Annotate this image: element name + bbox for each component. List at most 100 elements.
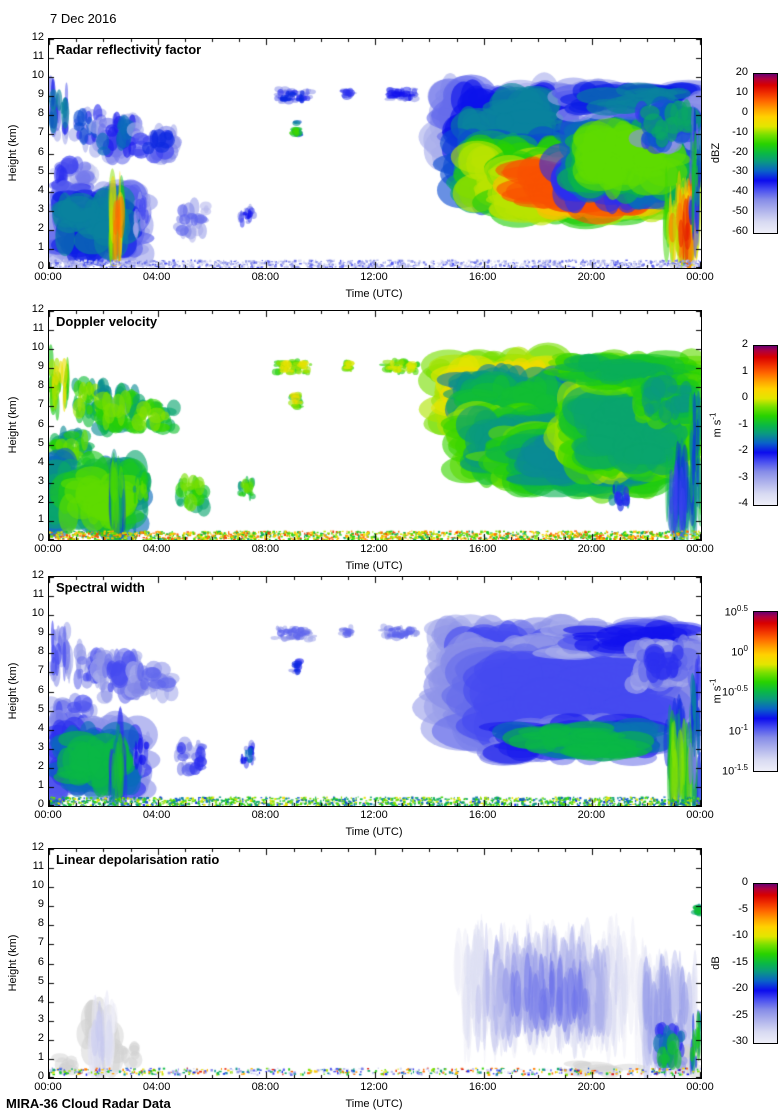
y-axis-title: Height (km) bbox=[7, 396, 19, 453]
x-axis-title: Time (UTC) bbox=[345, 560, 403, 572]
page-title: 7 Dec 2016 bbox=[50, 11, 117, 26]
y-tick-label: 2 bbox=[37, 1031, 44, 1044]
y-tick-label: 2 bbox=[37, 493, 44, 506]
x-tick-label: 12:00 bbox=[360, 1081, 388, 1093]
x-tick-label: 00:00 bbox=[686, 543, 714, 555]
x-tick-label: 08:00 bbox=[251, 271, 280, 283]
y-tick-label: 6 bbox=[37, 145, 44, 158]
colorbar-tick-label: 10-0.5 bbox=[721, 683, 748, 699]
y-tick-label: 12 bbox=[31, 569, 44, 581]
colorbar-tick-label: -50 bbox=[732, 205, 748, 218]
y-tick-label: 10 bbox=[31, 341, 44, 354]
y-tick-label: 12 bbox=[31, 841, 44, 853]
colorbar-tick-label: -4 bbox=[738, 497, 748, 509]
x-tick-label: 00:00 bbox=[686, 271, 714, 283]
colorbar-tick-label: 0 bbox=[741, 391, 748, 403]
x-tick-label: 04:00 bbox=[142, 1081, 171, 1093]
y-tick-label: 7 bbox=[37, 398, 44, 411]
x-tick-label: 04:00 bbox=[142, 543, 171, 555]
y-axis-title: Height (km) bbox=[7, 124, 19, 181]
x-tick-label: 00:00 bbox=[34, 271, 62, 283]
colorbar-radar-reflectivity-factor bbox=[753, 73, 778, 234]
x-tick-label: 08:00 bbox=[251, 1081, 280, 1093]
x-axis-title: Time (UTC) bbox=[345, 288, 403, 300]
y-tick-label: 1 bbox=[37, 240, 44, 253]
colorbar-tick-label: 10-1 bbox=[728, 723, 748, 738]
y-tick-label: 7 bbox=[37, 126, 44, 139]
y-tick-label: 12 bbox=[31, 31, 44, 43]
panel-title: Radar reflectivity factor bbox=[56, 42, 202, 57]
colorbar-tick-label: 0 bbox=[741, 876, 748, 888]
colorbar-tick-label: -15 bbox=[732, 955, 748, 968]
colorbar-tick-label: -60 bbox=[732, 225, 748, 237]
y-tick-label: 10 bbox=[31, 879, 44, 892]
y-tick-label: 9 bbox=[37, 88, 44, 101]
colorbar-unit-label: dBZ bbox=[710, 142, 722, 163]
colorbar-doppler-velocity bbox=[753, 345, 778, 506]
x-tick-label: 00:00 bbox=[34, 543, 62, 555]
x-tick-label: 00:00 bbox=[34, 809, 62, 821]
panel-title: Linear depolarisation ratio bbox=[56, 852, 220, 867]
y-tick-label: 5 bbox=[37, 974, 44, 987]
x-tick-label: 16:00 bbox=[468, 1081, 497, 1093]
x-axis-title: Time (UTC) bbox=[345, 1098, 403, 1110]
x-tick-label: 20:00 bbox=[577, 543, 606, 555]
y-tick-label: 10 bbox=[31, 69, 44, 82]
colorbar-unit-label: dB bbox=[710, 955, 722, 970]
colorbar-tick-label: -1 bbox=[738, 417, 748, 430]
colorbar-tick-label: 10-1.5 bbox=[721, 763, 748, 778]
colorbar-tick-label: -25 bbox=[732, 1008, 748, 1021]
y-tick-label: 8 bbox=[37, 379, 44, 392]
colorbar-tick-label: -20 bbox=[732, 982, 748, 994]
colorbar-tick-label: 10 bbox=[735, 85, 748, 98]
y-tick-label: 0 bbox=[37, 260, 44, 272]
y-axis-title: Height (km) bbox=[7, 934, 19, 991]
y-tick-label: 5 bbox=[37, 702, 44, 715]
y-tick-label: 11 bbox=[32, 588, 44, 601]
y-tick-label: 0 bbox=[37, 798, 44, 810]
y-tick-label: 8 bbox=[37, 917, 44, 930]
colorbar-tick-label: 100 bbox=[731, 643, 748, 659]
colorbar-unit-label: m s-1 bbox=[708, 678, 724, 703]
colorbar-spectral-width bbox=[753, 611, 778, 772]
colorbar-tick-label: -30 bbox=[732, 165, 748, 178]
y-tick-label: 4 bbox=[37, 721, 44, 734]
colorbar-tick-label: 1 bbox=[741, 364, 748, 377]
y-tick-label: 3 bbox=[37, 202, 44, 215]
x-tick-label: 08:00 bbox=[251, 543, 280, 555]
colorbar-tick-label: -40 bbox=[732, 185, 748, 198]
x-tick-label: 00:00 bbox=[686, 1081, 714, 1093]
x-tick-label: 12:00 bbox=[360, 271, 388, 283]
y-tick-label: 6 bbox=[37, 683, 44, 696]
x-axis-title: Time (UTC) bbox=[345, 826, 403, 838]
footer-label: MIRA-36 Cloud Radar Data bbox=[6, 1096, 171, 1111]
y-tick-label: 1 bbox=[37, 512, 44, 525]
y-tick-label: 1 bbox=[37, 1050, 44, 1063]
y-tick-label: 1 bbox=[37, 778, 44, 791]
y-tick-label: 3 bbox=[37, 1012, 44, 1025]
x-tick-label: 12:00 bbox=[360, 809, 388, 821]
x-tick-label: 20:00 bbox=[577, 809, 606, 821]
y-tick-label: 4 bbox=[37, 993, 44, 1006]
y-tick-label: 8 bbox=[37, 645, 44, 658]
colorbar-tick-label: -5 bbox=[738, 902, 748, 915]
heatmap-canvas-linear-depolarisation-ratio bbox=[49, 849, 701, 1078]
x-tick-label: 16:00 bbox=[468, 271, 497, 283]
heatmap-canvas-spectral-width bbox=[49, 577, 701, 806]
plot-area-radar-reflectivity-factor: Radar reflectivity factor bbox=[48, 38, 702, 269]
y-tick-label: 0 bbox=[37, 532, 44, 544]
colorbar-tick-label: -10 bbox=[732, 929, 748, 941]
y-tick-label: 9 bbox=[37, 898, 44, 911]
y-tick-label: 4 bbox=[37, 183, 44, 196]
y-tick-label: 2 bbox=[37, 221, 44, 234]
y-tick-label: 11 bbox=[32, 322, 44, 335]
plot-area-linear-depolarisation-ratio: Linear depolarisation ratio bbox=[48, 848, 702, 1079]
x-tick-label: 20:00 bbox=[577, 271, 606, 283]
colorbar-tick-label: -2 bbox=[738, 444, 748, 456]
y-tick-label: 11 bbox=[32, 860, 44, 873]
colorbar-linear-depolarisation-ratio bbox=[753, 883, 778, 1044]
y-tick-label: 6 bbox=[37, 417, 44, 430]
y-tick-label: 2 bbox=[37, 759, 44, 772]
y-tick-label: 9 bbox=[37, 626, 44, 639]
x-tick-label: 08:00 bbox=[251, 809, 280, 821]
